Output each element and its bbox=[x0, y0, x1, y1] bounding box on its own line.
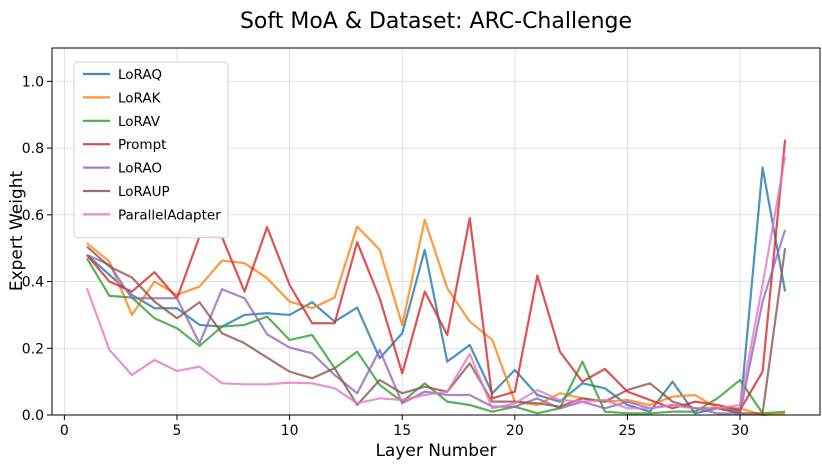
y-tick-label: 0.6 bbox=[22, 208, 44, 224]
plot-frame bbox=[51, 47, 821, 416]
y-tick-label: 0.8 bbox=[22, 141, 44, 157]
y-tick-label: 0.0 bbox=[22, 408, 44, 424]
legend-label-lorak: LoRAK bbox=[118, 90, 162, 106]
y-tick-label: 0.4 bbox=[22, 275, 44, 291]
y-tick-label: 1.0 bbox=[22, 74, 44, 90]
series-line-loraq bbox=[86, 166, 787, 415]
legend-box bbox=[73, 61, 229, 239]
x-axis-ticks: 0 5 10 15 20 25 30 bbox=[60, 415, 749, 439]
chart-title: Soft MoA & Dataset: ARC-Challenge bbox=[240, 9, 632, 34]
legend: LoRAQ LoRAK LoRAV Prompt LoRAO LoRAUP Parallel… bbox=[73, 61, 229, 239]
x-tick-label: 20 bbox=[506, 423, 524, 439]
x-tick-label: 0 bbox=[60, 423, 69, 439]
legend-label-lorao: LoRAO bbox=[118, 161, 162, 177]
legend-label-loraq: LoRAQ bbox=[118, 67, 162, 83]
y-axis-label: Expert Weight bbox=[7, 171, 27, 292]
x-tick-label: 10 bbox=[281, 423, 299, 439]
legend-label-prompt: Prompt bbox=[118, 137, 166, 153]
series-line-lorak bbox=[86, 218, 786, 417]
x-tick-label: 25 bbox=[619, 423, 637, 439]
x-axis-label: Layer Number bbox=[375, 441, 496, 461]
y-axis-ticks: 0.0 0.2 0.4 0.6 0.8 1.0 bbox=[22, 74, 52, 424]
series-line-paralleladapter bbox=[85, 156, 787, 410]
legend-label-loraup: LoRAUP bbox=[118, 184, 170, 200]
x-tick-label: 30 bbox=[731, 423, 749, 439]
legend-label-paralleladapter: ParallelAdapter bbox=[118, 207, 221, 223]
legend-label-lorav: LoRAV bbox=[118, 114, 161, 130]
series-line-loraup bbox=[86, 245, 787, 415]
x-tick-label: 5 bbox=[173, 423, 182, 439]
x-tick-label: 15 bbox=[393, 423, 411, 439]
y-tick-label: 0.2 bbox=[22, 341, 44, 357]
